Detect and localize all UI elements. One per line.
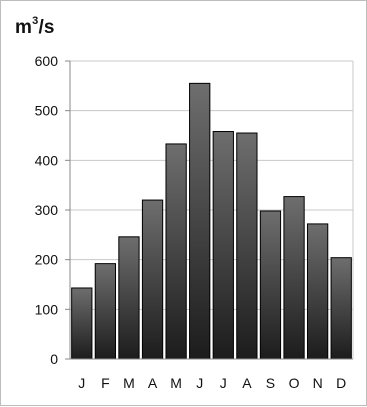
bar-7 [212,131,234,360]
x-tick-label: A [148,375,158,391]
bar-12 [330,257,352,360]
x-tick-label: F [101,375,110,391]
bar-5 [165,143,187,360]
x-tick-label: M [123,375,135,391]
y-axis-unit-rest: /s [38,17,55,38]
x-tick-label: D [336,375,346,391]
x-tick-label: J [78,375,85,391]
bar-8 [236,132,258,360]
x-tick-label: A [242,375,252,391]
x-tick-label: J [196,375,203,391]
y-tick-label: 200 [35,252,59,268]
x-tick-label: O [289,375,300,391]
y-tick-label: 300 [35,202,59,218]
y-axis-unit-label: m3/s [15,15,55,39]
y-tick-label: 0 [50,351,58,367]
bar-1 [71,287,93,360]
x-tick-label: M [170,375,182,391]
y-tick-label: 400 [35,152,59,168]
bar-11 [306,223,329,360]
y-tick-label: 500 [35,103,59,119]
bar-10 [283,196,305,360]
y-tick-label: 100 [35,301,59,317]
y-axis-unit-superscript: 3 [32,15,39,27]
bar-4 [141,199,164,360]
bar-6 [189,82,211,360]
y-tick-label: 600 [35,53,59,69]
x-tick-label: J [220,375,227,391]
y-axis-unit-base: m [15,17,33,38]
x-tick-label: N [313,375,323,391]
bar-3 [118,236,140,360]
x-tick-label: S [266,375,275,391]
bar-9 [259,210,282,360]
bar-2 [94,263,117,360]
